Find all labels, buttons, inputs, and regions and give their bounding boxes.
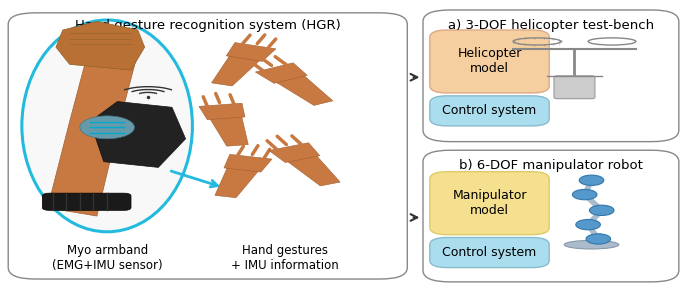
Polygon shape	[209, 115, 248, 146]
Polygon shape	[224, 154, 272, 172]
Text: Control system: Control system	[443, 104, 536, 117]
Text: Myo armband
(EMG+IMU sensor): Myo armband (EMG+IMU sensor)	[52, 244, 162, 272]
Circle shape	[580, 175, 603, 186]
FancyBboxPatch shape	[429, 96, 549, 126]
FancyBboxPatch shape	[423, 10, 679, 142]
Polygon shape	[274, 74, 333, 105]
Circle shape	[586, 234, 610, 244]
Polygon shape	[56, 21, 145, 70]
Polygon shape	[256, 63, 307, 83]
Text: Helicopter
model: Helicopter model	[458, 47, 522, 75]
Circle shape	[80, 116, 134, 139]
FancyBboxPatch shape	[423, 150, 679, 282]
Text: Hand gesture recognition system (HGR): Hand gesture recognition system (HGR)	[75, 18, 340, 32]
Text: b) 6-DOF manipulator robot: b) 6-DOF manipulator robot	[459, 159, 643, 172]
FancyBboxPatch shape	[429, 238, 549, 268]
Polygon shape	[212, 54, 262, 86]
Polygon shape	[49, 44, 138, 216]
Polygon shape	[199, 103, 245, 120]
Text: Hand gestures
+ IMU information: Hand gestures + IMU information	[231, 244, 338, 272]
FancyBboxPatch shape	[8, 13, 408, 279]
FancyBboxPatch shape	[554, 76, 595, 99]
FancyBboxPatch shape	[429, 30, 549, 93]
Text: a) 3-DOF helicopter test-bench: a) 3-DOF helicopter test-bench	[448, 18, 654, 32]
Circle shape	[576, 219, 600, 230]
FancyBboxPatch shape	[42, 193, 131, 210]
Polygon shape	[226, 42, 276, 61]
Polygon shape	[90, 101, 186, 167]
Text: Control system: Control system	[443, 246, 536, 259]
Ellipse shape	[22, 20, 192, 232]
Ellipse shape	[564, 240, 619, 249]
Text: Manipulator
model: Manipulator model	[452, 189, 527, 217]
Polygon shape	[286, 154, 340, 186]
Circle shape	[573, 189, 597, 200]
Polygon shape	[215, 166, 260, 198]
FancyBboxPatch shape	[429, 172, 549, 235]
Circle shape	[590, 205, 614, 216]
Polygon shape	[269, 143, 320, 162]
